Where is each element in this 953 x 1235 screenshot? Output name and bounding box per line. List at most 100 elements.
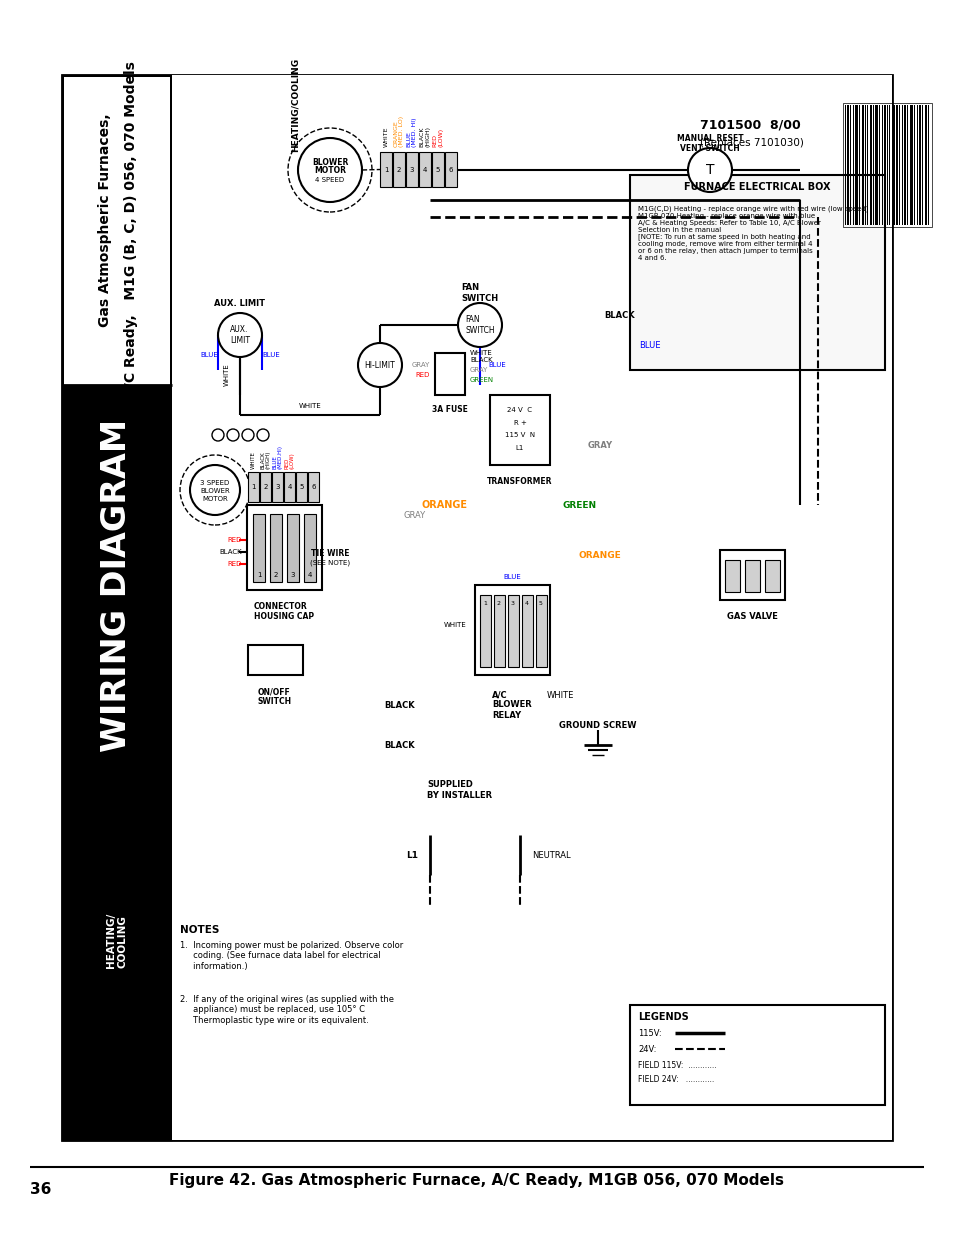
Circle shape (256, 429, 269, 441)
Text: 2: 2 (396, 167, 401, 173)
Text: WIRING DIAGRAM: WIRING DIAGRAM (100, 419, 133, 752)
Circle shape (297, 138, 361, 203)
Text: A/C
BLOWER
RELAY: A/C BLOWER RELAY (492, 690, 532, 720)
Text: GRAY: GRAY (411, 362, 430, 368)
Bar (248, 645, 303, 676)
Bar (287, 514, 298, 582)
Text: BLUE: BLUE (639, 341, 660, 350)
Bar (490, 395, 550, 466)
Text: 4 SPEED: 4 SPEED (315, 177, 344, 183)
Text: ORANGE
(MED. LO): ORANGE (MED. LO) (394, 116, 404, 147)
Bar (494, 595, 504, 667)
Text: MANUAL RESET: MANUAL RESET (676, 133, 742, 142)
Text: BLUE: BLUE (488, 362, 505, 368)
Text: BLUE: BLUE (200, 352, 218, 358)
Circle shape (190, 466, 240, 515)
Text: M1G(C,D) Heating - replace orange wire with red wire (low speed)
M1GB 070 Heatin: M1G(C,D) Heating - replace orange wire w… (638, 205, 867, 262)
Text: A/C Ready,   M1G (B, C, D) 056, 070 Models: A/C Ready, M1G (B, C, D) 056, 070 Models (124, 62, 138, 399)
Bar (903, 105, 905, 225)
Bar (924, 105, 926, 225)
Bar (891, 105, 894, 225)
Text: L1: L1 (406, 851, 417, 860)
Text: GRAY: GRAY (470, 367, 488, 373)
Bar (849, 105, 850, 225)
Bar (866, 105, 867, 225)
Text: 36: 36 (30, 1182, 51, 1198)
Text: HI-LIMIT: HI-LIMIT (364, 361, 395, 369)
Text: ORANGE: ORANGE (421, 500, 468, 510)
Text: 2: 2 (274, 572, 278, 578)
Text: BLOWER: BLOWER (312, 158, 348, 167)
Bar (521, 595, 533, 667)
Bar (304, 514, 315, 582)
Text: WHITE: WHITE (224, 363, 230, 387)
Bar (886, 105, 887, 225)
Text: 3 SPEED: 3 SPEED (200, 480, 230, 487)
Text: BLACK: BLACK (219, 550, 242, 555)
Bar (846, 105, 848, 225)
Bar (629, 1005, 884, 1105)
Text: GAS VALVE: GAS VALVE (726, 613, 777, 621)
Circle shape (218, 312, 262, 357)
Text: 24 V  C: 24 V C (507, 408, 532, 412)
Text: BLACK: BLACK (384, 700, 415, 709)
Text: 24V:: 24V: (638, 1045, 656, 1053)
Bar (507, 595, 518, 667)
Bar (248, 472, 258, 501)
Text: 5: 5 (299, 484, 303, 490)
Text: TIE WIRE: TIE WIRE (311, 548, 349, 557)
Bar (720, 550, 784, 600)
Text: 2.  If any of the original wires (as supplied with the
     appliance) must be r: 2. If any of the original wires (as supp… (180, 995, 394, 1025)
Text: 5: 5 (538, 600, 542, 605)
Text: RED: RED (228, 561, 242, 567)
Text: BLACK: BLACK (604, 310, 635, 320)
Text: TRANSFORMER: TRANSFORMER (487, 477, 552, 487)
Bar (878, 105, 879, 225)
Text: T: T (705, 163, 714, 177)
Circle shape (242, 429, 253, 441)
Bar (393, 152, 405, 186)
Text: BLACK
(HIGH): BLACK (HIGH) (419, 126, 430, 147)
Text: 115V:: 115V: (638, 1029, 661, 1037)
Text: 6: 6 (311, 484, 315, 490)
Text: GREEN: GREEN (470, 377, 494, 383)
Text: ON/OFF
SWITCH: ON/OFF SWITCH (257, 687, 292, 706)
Text: 3: 3 (275, 484, 279, 490)
Bar (172, 75, 891, 1140)
Text: BLACK
(HIGH): BLACK (HIGH) (260, 451, 271, 469)
Circle shape (687, 148, 731, 191)
Text: FAN
SWITCH: FAN SWITCH (461, 283, 498, 303)
Bar (895, 105, 897, 225)
Bar (295, 472, 307, 501)
Text: 1: 1 (251, 484, 255, 490)
Text: 1: 1 (482, 600, 486, 605)
Text: L1: L1 (516, 445, 523, 451)
Text: ORANGE: ORANGE (578, 551, 620, 559)
Text: 1.  Incoming power must be polarized. Observe color
     coding. (See furnace da: 1. Incoming power must be polarized. Obs… (180, 941, 403, 971)
Text: WHITE: WHITE (298, 403, 321, 409)
Text: 4: 4 (287, 484, 292, 490)
Bar (883, 105, 885, 225)
Circle shape (227, 429, 239, 441)
Bar (852, 105, 853, 225)
Bar (308, 472, 318, 501)
Bar (479, 595, 491, 667)
Bar (724, 559, 740, 592)
Bar (921, 105, 923, 225)
Text: CONNECTOR
HOUSING CAP: CONNECTOR HOUSING CAP (253, 601, 314, 621)
Bar (888, 105, 889, 225)
Text: R +: R + (513, 420, 526, 426)
Text: MOTOR: MOTOR (314, 165, 346, 174)
Bar (475, 585, 550, 676)
Text: AUX. LIMIT: AUX. LIMIT (214, 299, 265, 308)
Text: 6: 6 (448, 167, 453, 173)
Bar (913, 105, 914, 225)
Bar (842, 103, 931, 227)
Text: NOTES: NOTES (180, 925, 219, 935)
Text: GROUND SCREW: GROUND SCREW (558, 720, 636, 730)
Text: 3: 3 (410, 167, 414, 173)
Text: BLUE: BLUE (502, 574, 520, 580)
Text: BLOWER: BLOWER (200, 488, 230, 494)
Bar (909, 105, 912, 225)
Text: 4: 4 (524, 600, 529, 605)
